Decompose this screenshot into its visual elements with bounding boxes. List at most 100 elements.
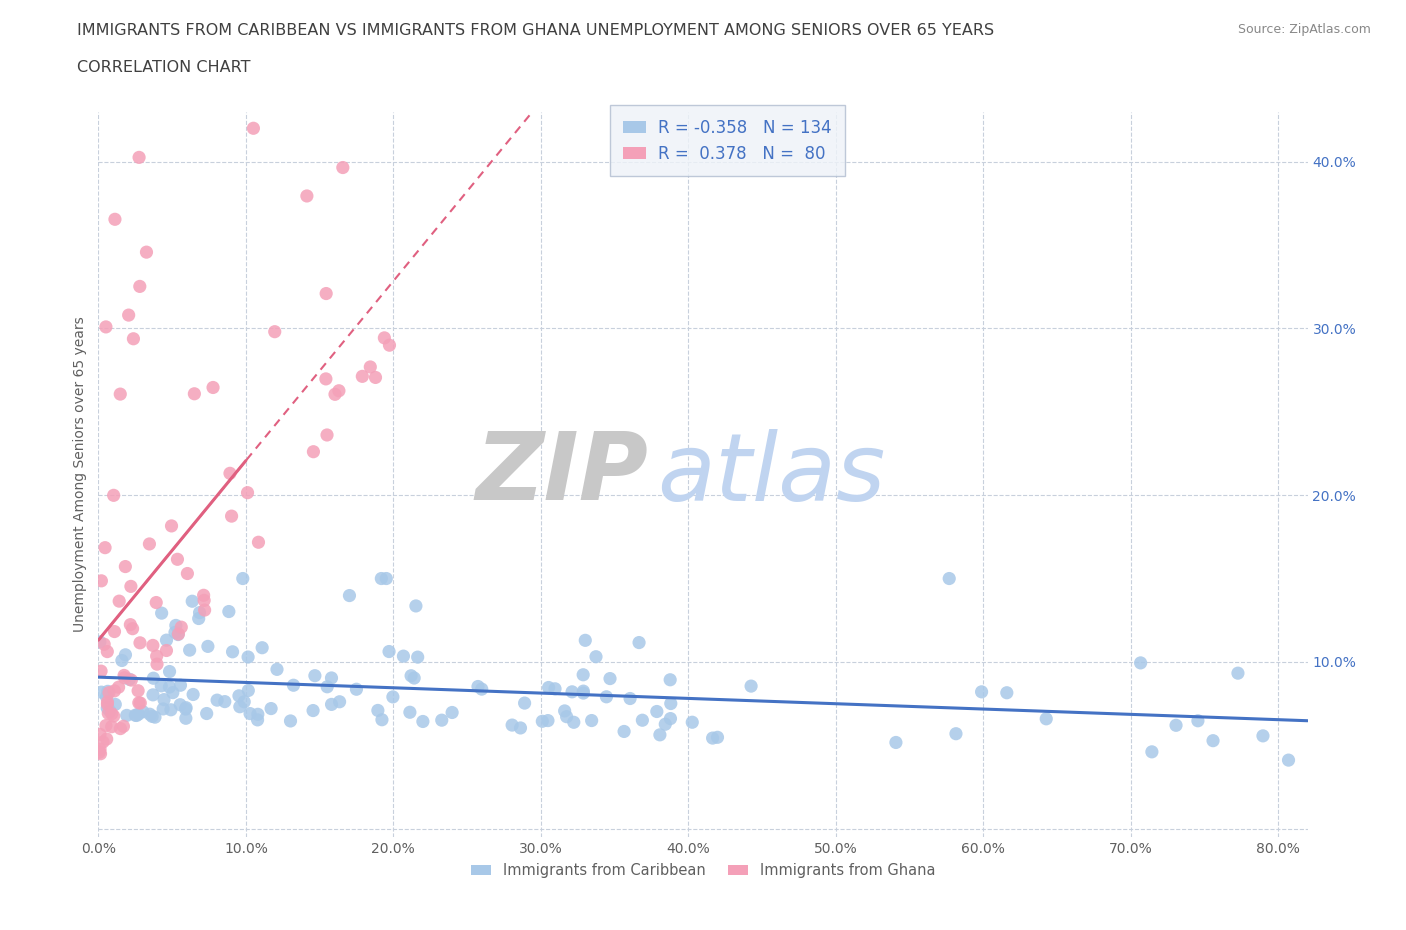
Point xyxy=(129,696,152,711)
Point xyxy=(96,732,118,747)
Point xyxy=(179,643,201,658)
Point xyxy=(441,705,464,720)
Point xyxy=(104,697,127,711)
Point xyxy=(238,683,260,698)
Point xyxy=(371,712,394,727)
Point xyxy=(159,664,181,679)
Point xyxy=(104,212,127,227)
Point xyxy=(321,697,343,711)
Point xyxy=(572,668,595,683)
Point xyxy=(740,679,762,694)
Point xyxy=(581,713,603,728)
Point xyxy=(561,684,583,699)
Point xyxy=(1164,718,1187,733)
Point xyxy=(304,669,326,684)
Point xyxy=(89,745,111,760)
Point xyxy=(295,189,318,204)
Point xyxy=(645,704,668,719)
Point xyxy=(406,650,429,665)
Point xyxy=(339,588,361,603)
Point xyxy=(554,703,576,718)
Point xyxy=(938,571,960,586)
Point xyxy=(128,696,150,711)
Point xyxy=(174,701,197,716)
Point xyxy=(1187,713,1209,728)
Point xyxy=(214,694,236,709)
Point xyxy=(118,671,141,686)
Point xyxy=(246,712,269,727)
Point xyxy=(98,685,121,700)
Point xyxy=(405,599,427,614)
Point xyxy=(120,618,142,632)
Point xyxy=(142,671,165,685)
Point xyxy=(135,245,157,259)
Point xyxy=(648,727,671,742)
Point xyxy=(352,369,374,384)
Point xyxy=(302,445,325,459)
Point xyxy=(531,714,554,729)
Legend: Immigrants from Caribbean, Immigrants from Ghana: Immigrants from Caribbean, Immigrants fr… xyxy=(465,857,941,884)
Point xyxy=(176,566,198,581)
Point xyxy=(108,593,131,608)
Point xyxy=(555,710,578,724)
Point xyxy=(250,640,273,655)
Point xyxy=(193,588,215,603)
Point xyxy=(1277,752,1299,767)
Point xyxy=(142,687,165,702)
Y-axis label: Unemployment Among Seniors over 65 years: Unemployment Among Seniors over 65 years xyxy=(73,316,87,632)
Point xyxy=(98,704,121,719)
Point xyxy=(138,537,160,551)
Point xyxy=(110,387,132,402)
Point xyxy=(412,714,434,729)
Point xyxy=(1035,711,1057,726)
Point xyxy=(513,696,536,711)
Point xyxy=(143,710,166,724)
Point xyxy=(107,680,129,695)
Text: atlas: atlas xyxy=(657,429,886,520)
Point xyxy=(221,509,243,524)
Point xyxy=(103,488,125,503)
Point xyxy=(150,605,173,620)
Point xyxy=(970,684,993,699)
Point xyxy=(399,669,422,684)
Point xyxy=(90,664,112,679)
Point xyxy=(1202,733,1225,748)
Point xyxy=(471,682,494,697)
Point xyxy=(114,671,136,685)
Point xyxy=(332,160,354,175)
Point xyxy=(100,706,122,721)
Point xyxy=(574,633,596,648)
Point xyxy=(654,717,676,732)
Point xyxy=(167,627,190,642)
Point xyxy=(599,671,621,686)
Point xyxy=(263,325,285,339)
Point xyxy=(1129,656,1152,671)
Point xyxy=(165,618,187,632)
Point xyxy=(280,713,302,728)
Point xyxy=(364,370,387,385)
Point xyxy=(316,428,339,443)
Point xyxy=(246,707,269,722)
Point xyxy=(170,619,193,634)
Point xyxy=(232,571,254,586)
Point xyxy=(205,693,228,708)
Point xyxy=(155,643,177,658)
Point xyxy=(145,648,167,663)
Point xyxy=(236,649,259,664)
Point xyxy=(103,709,125,724)
Point xyxy=(127,684,149,698)
Point xyxy=(96,700,118,715)
Point xyxy=(169,698,191,712)
Point xyxy=(181,593,204,608)
Point xyxy=(96,644,118,659)
Point xyxy=(537,713,560,728)
Point xyxy=(404,671,426,685)
Point xyxy=(93,637,115,652)
Point xyxy=(884,735,907,750)
Point xyxy=(572,685,595,700)
Point xyxy=(1251,728,1274,743)
Point xyxy=(659,672,682,687)
Point xyxy=(89,746,111,761)
Point xyxy=(145,595,167,610)
Point xyxy=(129,635,152,650)
